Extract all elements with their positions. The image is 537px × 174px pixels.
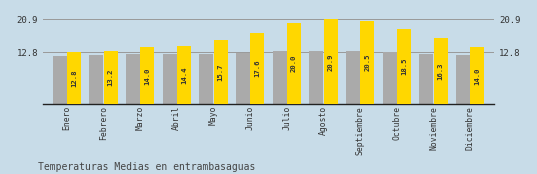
Bar [309, 51, 323, 104]
Bar [287, 23, 301, 104]
Bar [470, 47, 484, 104]
Bar [383, 52, 397, 104]
Bar [89, 55, 103, 104]
Bar [163, 54, 177, 104]
Bar [434, 38, 448, 104]
Text: 12.8: 12.8 [71, 70, 77, 87]
Bar [199, 54, 213, 104]
Bar [67, 52, 81, 104]
Bar [273, 52, 287, 104]
Text: 16.3: 16.3 [438, 62, 444, 80]
Bar [214, 41, 228, 104]
Text: 20.5: 20.5 [365, 54, 371, 71]
Text: Temperaturas Medias en entrambasaguas: Temperaturas Medias en entrambasaguas [38, 162, 255, 172]
Text: 14.4: 14.4 [181, 66, 187, 84]
Bar [397, 29, 411, 104]
Text: 15.7: 15.7 [217, 64, 224, 81]
Bar [140, 47, 154, 104]
Text: 18.5: 18.5 [401, 58, 407, 76]
Bar [126, 54, 140, 104]
Bar [456, 55, 470, 104]
Bar [104, 51, 118, 104]
Text: 20.0: 20.0 [291, 55, 297, 72]
Bar [360, 21, 374, 104]
Bar [236, 53, 250, 104]
Text: 14.0: 14.0 [144, 67, 150, 85]
Bar [177, 46, 191, 104]
Bar [250, 33, 264, 104]
Text: 14.0: 14.0 [475, 67, 481, 85]
Bar [346, 52, 360, 104]
Bar [53, 56, 67, 104]
Text: 20.9: 20.9 [328, 53, 334, 71]
Bar [324, 19, 338, 104]
Text: 13.2: 13.2 [108, 69, 114, 86]
Text: 17.6: 17.6 [255, 60, 260, 77]
Bar [419, 54, 433, 104]
